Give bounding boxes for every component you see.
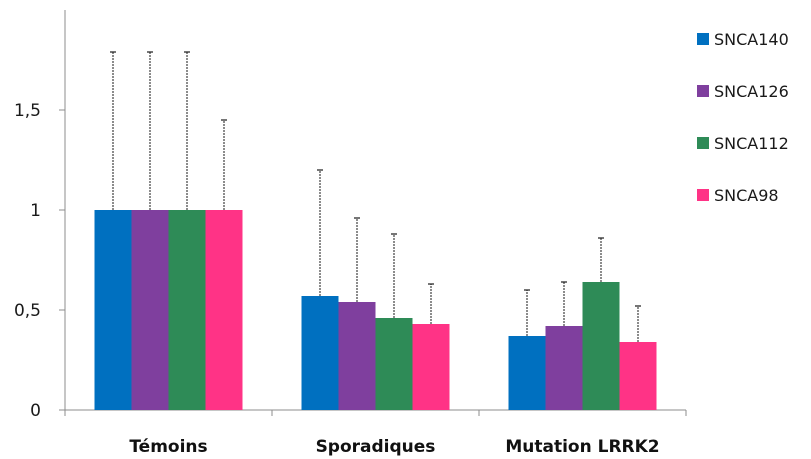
y-tick-label: 0,5	[14, 301, 41, 321]
x-axis-labels: Témoins Sporadiques Mutation LRRK2	[129, 437, 659, 457]
x-category-label: Sporadiques	[316, 437, 436, 457]
chart-bars	[94, 210, 657, 410]
x-category-label: Mutation LRRK2	[505, 437, 659, 457]
bar-snca140	[301, 296, 339, 410]
legend-entry: SNCA98	[714, 186, 779, 205]
chart-error-bars	[110, 51, 641, 342]
legend-swatch	[697, 189, 709, 201]
y-tick-label: 1,5	[14, 101, 41, 121]
legend-swatch	[697, 33, 709, 45]
y-axis-ticks: 0 0,5 1 1,5	[14, 101, 65, 421]
bar-snca98	[412, 324, 450, 410]
bar-snca98	[619, 342, 657, 410]
legend-entry: SNCA140	[714, 30, 789, 49]
y-tick-label: 0	[30, 401, 41, 421]
bar-snca112	[582, 282, 620, 410]
x-category-label: Témoins	[129, 437, 207, 457]
bar-snca98	[205, 210, 243, 410]
bar-snca126	[131, 210, 169, 410]
bar-snca126	[545, 326, 583, 410]
bar-snca112	[168, 210, 206, 410]
bar-snca140	[508, 336, 546, 410]
legend-swatch	[697, 137, 709, 149]
bar-snca140	[94, 210, 132, 410]
legend-swatch	[697, 85, 709, 97]
legend-entry: SNCA126	[714, 82, 789, 101]
bar-snca112	[375, 318, 413, 410]
bar-snca126	[338, 302, 376, 410]
legend-entry: SNCA112	[714, 134, 789, 153]
chart-legend: SNCA140 SNCA126 SNCA112 SNCA98	[697, 30, 789, 205]
y-tick-label: 1	[30, 201, 41, 221]
